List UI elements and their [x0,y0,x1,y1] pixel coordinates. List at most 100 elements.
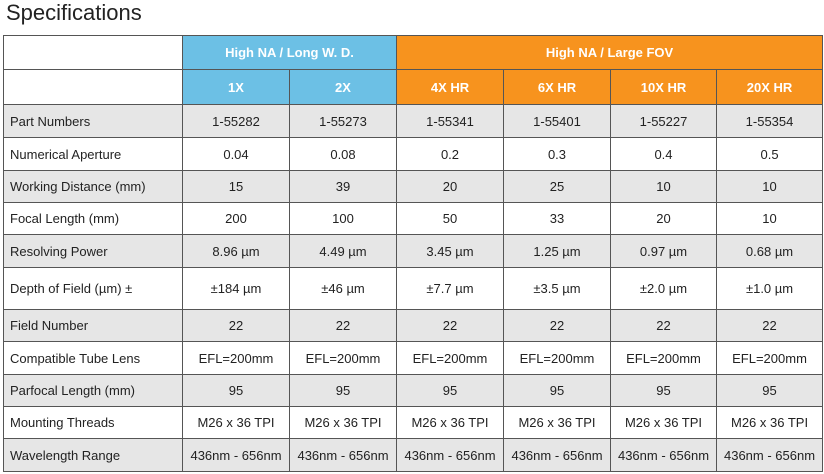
table-cell: ±3.5 µm [503,267,611,310]
table-cell: 436nm - 656nm [396,438,504,472]
table-row: Working Distance (mm) 15 39 20 25 10 10 [3,170,824,203]
row-label: Field Number [3,309,183,342]
column-header: 6X HR [503,69,611,105]
table-cell: 1-55354 [715,104,824,138]
row-label: Working Distance (mm) [3,170,183,203]
table-cell: ±1.0 µm [715,267,824,310]
table-cell: 22 [182,309,290,342]
column-header: 10X HR [610,69,717,105]
table-cell: 15 [182,170,290,203]
table-row: Part Numbers 1-55282 1-55273 1-55341 1-55401… [3,104,824,138]
table-cell: 1-55227 [610,104,717,138]
table-cell: 22 [503,309,611,342]
table-cell: ±184 µm [182,267,290,310]
table-cell: M26 x 36 TPI [610,406,717,439]
row-label: Focal Length (mm) [3,202,183,235]
table-cell: 436nm - 656nm [610,438,717,472]
table-row: Compatible Tube Lens EFL=200mm EFL=200mm EF… [3,341,824,375]
table-row: Resolving Power 8.96 µm 4.49 µm 3.45 µm 1.25… [3,234,824,268]
group-header-high-na-large-fov: High NA / Large FOV [395,35,824,70]
table-cell: EFL=200mm [396,341,504,375]
table-cell: EFL=200mm [610,341,717,375]
table-cell: 10 [610,170,717,203]
table-cell: 0.08 [289,137,397,171]
table-cell: 39 [289,170,397,203]
table-cell: M26 x 36 TPI [715,406,824,439]
table-cell: EFL=200mm [289,341,397,375]
table-cell: 436nm - 656nm [289,438,397,472]
table-cell: 8.96 µm [182,234,290,268]
table-cell: 0.2 [396,137,504,171]
page-title: Specifications [6,0,142,25]
row-label: Numerical Aperture [3,137,183,171]
table-cell: 95 [396,374,504,407]
table-cell: 0.4 [610,137,717,171]
table-cell: 20 [610,202,717,235]
table-cell: 10 [715,170,824,203]
table-row: Mounting Threads M26 x 36 TPI M26 x 36 TPI… [3,406,824,439]
table-cell: M26 x 36 TPI [503,406,611,439]
table-cell: 50 [396,202,504,235]
table-cell: 436nm - 656nm [503,438,611,472]
row-label: Compatible Tube Lens [3,341,183,375]
table-row: Parfocal Length (mm) 95 95 95 95 95 95 [3,374,824,407]
table-row: Depth of Field (µm) ± ±184 µm ±46 µm ±7.7 µ… [3,267,824,310]
row-label: Mounting Threads [3,406,183,439]
table-cell: M26 x 36 TPI [182,406,290,439]
table-cell: M26 x 36 TPI [289,406,397,439]
table-cell: 22 [289,309,397,342]
table-cell: 95 [289,374,397,407]
column-header: 2X [289,69,397,105]
table-cell: 200 [182,202,290,235]
table-cell: 1.25 µm [503,234,611,268]
table-cell: M26 x 36 TPI [396,406,504,439]
table-cell: 1-55341 [396,104,504,138]
table-row: Focal Length (mm) 200 100 50 33 20 10 [3,202,824,235]
column-header: 20X HR [715,69,824,105]
table-cell: 22 [396,309,504,342]
table-cell: EFL=200mm [503,341,611,375]
table-cell: 0.68 µm [715,234,824,268]
table-cell: 95 [503,374,611,407]
table-row: Field Number 22 22 22 22 22 22 [3,309,824,342]
corner-cell [3,69,183,105]
table-cell: 95 [182,374,290,407]
table-cell: 1-55401 [503,104,611,138]
group-header-high-na-long-wd: High NA / Long W. D. [182,35,397,70]
column-header: 4X HR [396,69,504,105]
table-cell: 1-55273 [289,104,397,138]
column-header: 1X [182,69,290,105]
row-label: Resolving Power [3,234,183,268]
table-cell: 22 [610,309,717,342]
table-cell: 0.97 µm [610,234,717,268]
table-cell: EFL=200mm [182,341,290,375]
row-label: Part Numbers [3,104,183,138]
table-cell: 20 [396,170,504,203]
table-cell: 22 [715,309,824,342]
table-cell: ±7.7 µm [396,267,504,310]
table-cell: 4.49 µm [289,234,397,268]
table-cell: 3.45 µm [396,234,504,268]
row-label: Wavelength Range [3,438,183,472]
table-cell: 0.04 [182,137,290,171]
table-cell: 0.5 [715,137,824,171]
specifications-table: High NA / Long W. D. High NA / Large FOV… [3,35,824,472]
table-cell: 10 [715,202,824,235]
table-cell: ±46 µm [289,267,397,310]
table-row: Numerical Aperture 0.04 0.08 0.2 0.3 0.4 0.5 [3,137,824,171]
table-cell: 25 [503,170,611,203]
row-label: Depth of Field (µm) ± [3,267,183,310]
table-cell: 100 [289,202,397,235]
corner-cell [3,35,183,70]
table-cell: EFL=200mm [715,341,824,375]
table-row: Wavelength Range 436nm - 656nm 436nm - 656… [3,438,824,472]
table-cell: 33 [503,202,611,235]
row-label: Parfocal Length (mm) [3,374,183,407]
table-cell: 95 [715,374,824,407]
table-cell: ±2.0 µm [610,267,717,310]
table-cell: 1-55282 [182,104,290,138]
table-cell: 436nm - 656nm [182,438,290,472]
table-cell: 95 [610,374,717,407]
table-cell: 0.3 [503,137,611,171]
table-cell: 436nm - 656nm [715,438,824,472]
